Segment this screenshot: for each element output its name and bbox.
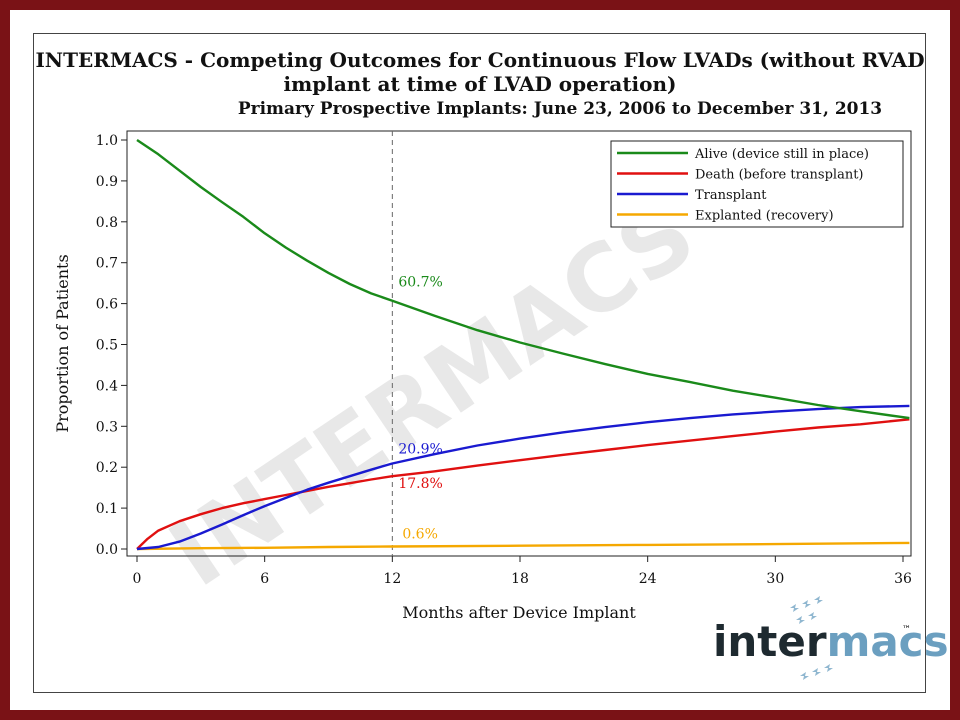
logo-arrow-mark [790,604,799,612]
y-axis-label: Proportion of Patients [53,254,72,432]
annotation-label: 60.7% [398,275,442,291]
annotation-label: 20.9% [398,442,442,458]
intermacs-logo: intermacs ™ [713,596,949,680]
legend-entry: Alive (device still in place) [694,147,869,162]
logo-arrow-mark [802,600,811,608]
logo-trademark: ™ [902,625,911,635]
plot-frame [126,130,912,557]
series-line-transplant [136,404,910,551]
y-tick-label: 0.4 [96,378,118,394]
y-tick-label: 0.8 [96,215,118,231]
annotation-label: 17.8% [398,476,442,492]
logo-arrow-mark [824,664,833,672]
x-tick-label: 0 [133,571,142,587]
chart-title-line2: implant at time of LVAD operation) [283,72,677,96]
series-line-explanted [136,541,910,551]
legend-entry: Transplant [695,188,767,203]
legend: Alive (device still in place) Death (befo… [610,140,904,228]
legend-box [610,140,904,228]
y-tick-label: 0.6 [96,297,118,313]
y-tick-label: 0.0 [96,542,118,558]
svg-text:intermacs: intermacs [713,617,949,666]
y-tick-label: 0.3 [96,419,118,435]
logo-text-inter: inter [713,617,827,666]
y-tick-label: 0.1 [96,501,118,517]
legend-entry: Death (before transplant) [695,168,864,183]
annotation-label: 0.6% [402,527,438,543]
watermark: INTERMACS [151,180,713,608]
logo-arrow-mark [796,616,805,624]
x-tick-label: 12 [383,571,401,587]
logo-text-macs: macs [827,617,949,666]
y-tick-label: 1.0 [96,133,118,149]
y-tick-label: 0.7 [96,256,118,272]
x-axis-label: Months after Device Implant [402,603,636,622]
logo-arrow-mark [800,672,809,680]
watermark-text: INTERMACS [151,180,713,608]
logo-arrow-mark [808,612,817,620]
x-tick-label: 6 [260,571,269,587]
x-tick-label: 18 [511,571,529,587]
chart-subtitle: Primary Prospective Implants: June 23, 2… [237,99,883,119]
logo-arrow-mark [814,596,823,604]
y-tick-label: 0.2 [96,460,118,476]
y-tick-label: 0.5 [96,338,118,354]
logo-arrow-mark [812,668,821,676]
x-tick-label: 36 [894,571,912,587]
logo-arrows-icon [790,596,833,680]
series-line-alive [136,139,910,420]
series-line-death [136,418,910,550]
x-tick-label: 24 [639,571,657,587]
y-tick-label: 0.9 [96,174,118,190]
legend-entry: Explanted (recovery) [695,209,834,224]
chart-title-line1: INTERMACS - Competing Outcomes for Conti… [35,48,925,72]
x-tick-label: 30 [766,571,784,587]
